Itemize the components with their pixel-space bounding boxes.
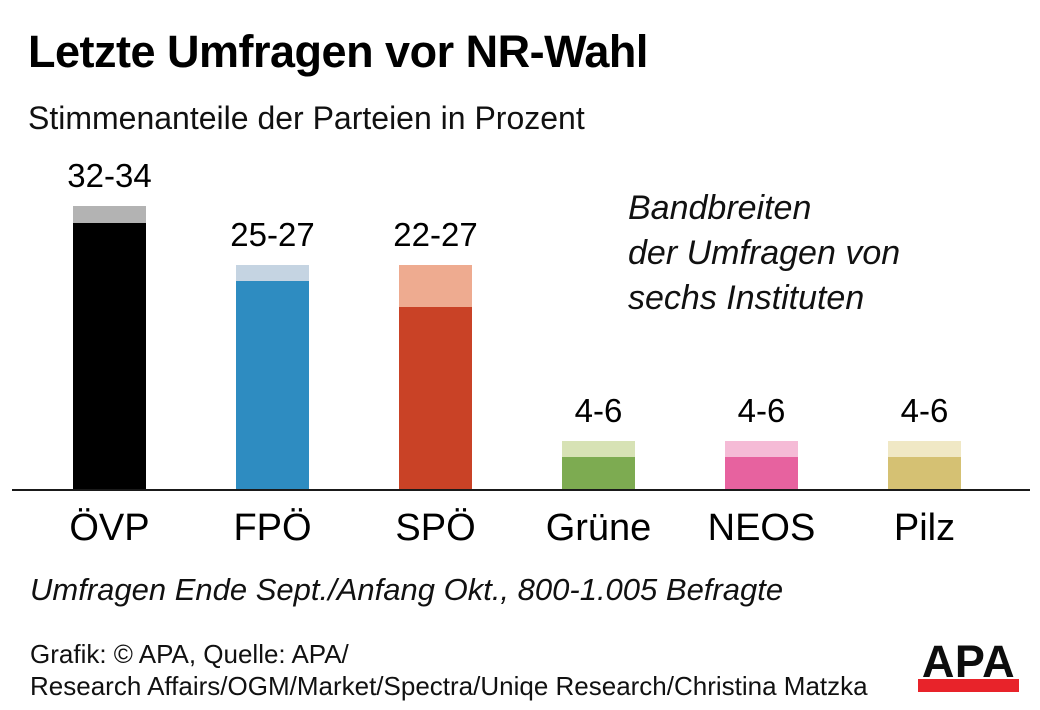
bar-range-segment-3: [562, 440, 635, 458]
bar-category-label-1: FPÖ: [233, 507, 312, 549]
bar-value-label-2: 22-27: [393, 215, 478, 253]
bar-category-label-3: Grüne: [545, 507, 652, 549]
bar-value-label-0: 32-34: [67, 156, 152, 194]
chart-subtitle: Stimmenanteile der Parteien in Prozent: [28, 100, 585, 136]
credit-line-2: Research Affairs/OGM/Market/Spectra/Uniq…: [30, 671, 868, 702]
bar-solid-segment-4: [725, 457, 798, 491]
bar-solid-segment-1: [236, 281, 309, 491]
bar-solid-segment-5: [888, 457, 961, 491]
source-credit: Grafik: © APA, Quelle: APA/ Research Aff…: [30, 638, 868, 702]
x-axis-line: [12, 489, 1030, 491]
bar-value-label-4: 4-6: [737, 391, 786, 429]
bar-category-label-5: Pilz: [893, 507, 956, 549]
bar-solid-segment-0: [73, 222, 146, 491]
survey-footnote: Umfragen Ende Sept./Anfang Okt., 800-1.0…: [30, 572, 784, 607]
annotation-line-1: Bandbreiten: [628, 189, 812, 227]
bar-value-label-1: 25-27: [230, 215, 315, 253]
annotation-line-3: sechs Instituten: [628, 278, 865, 317]
annotation-bandbreiten: Bandbreiten der Umfragen von sechs Insti…: [628, 186, 900, 321]
annotation-line-2: der Umfragen von: [628, 233, 901, 272]
bar-solid-segment-3: [562, 457, 635, 491]
bar-value-label-3: 4-6: [574, 391, 623, 429]
apa-logo-red-bar: [918, 679, 1019, 692]
bar-category-label-0: ÖVP: [69, 507, 150, 549]
bar-category-label-2: SPÖ: [395, 507, 476, 549]
bar-value-label-5: 4-6: [900, 391, 949, 429]
bar-range-segment-4: [725, 440, 798, 458]
bar-range-segment-1: [236, 264, 309, 282]
credit-line-1: Grafik: © APA, Quelle: APA/: [30, 639, 349, 669]
bar-range-segment-0: [73, 205, 146, 223]
bar-range-segment-2: [399, 264, 472, 307]
page-title: Letzte Umfragen vor NR-Wahl: [28, 26, 648, 77]
apa-logo: APA: [918, 636, 1019, 692]
bar-solid-segment-2: [399, 306, 472, 491]
bar-range-segment-5: [888, 440, 961, 458]
bar-category-label-4: NEOS: [707, 507, 816, 549]
apa-logo-text: APA: [921, 636, 1016, 687]
